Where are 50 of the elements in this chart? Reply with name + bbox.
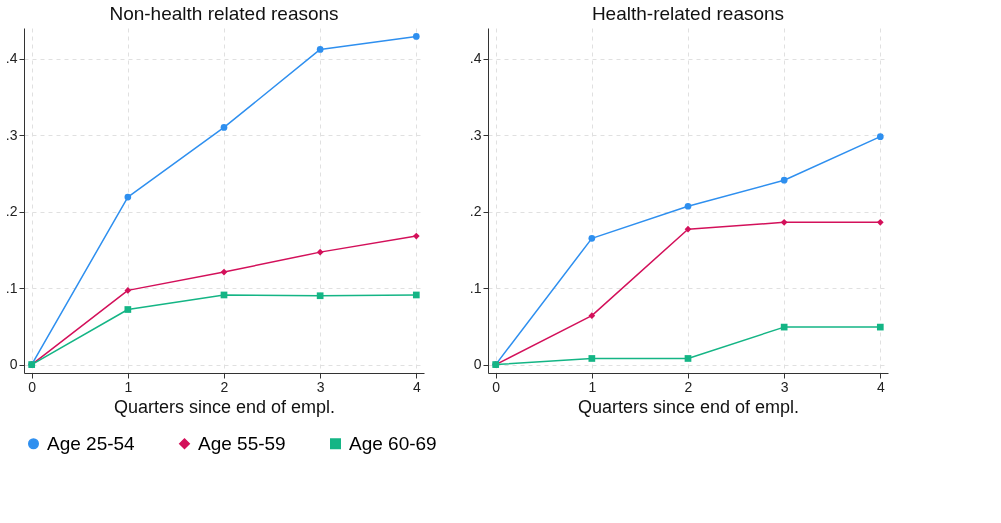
x-tick-label: 2 — [220, 378, 229, 395]
point — [780, 218, 788, 226]
y-tick-label: 0 — [9, 356, 18, 373]
point — [684, 202, 692, 210]
x-tick-label: 1 — [588, 378, 597, 395]
point — [684, 225, 692, 233]
x-axis-title: Quarters since end of empl. — [113, 396, 336, 417]
point — [124, 287, 132, 294]
y-tick-label: .3 — [5, 126, 18, 143]
point — [220, 124, 228, 131]
x-tick-label: 2 — [684, 378, 693, 395]
x-tick-label: 3 — [780, 378, 789, 395]
x-tick-label: 3 — [316, 378, 325, 395]
x-tick-label: 1 — [124, 378, 133, 395]
legend-label: Age 55-59 — [198, 432, 286, 454]
y-tick-label: .1 — [469, 279, 482, 296]
legend-label: Age 60-69 — [349, 432, 437, 454]
legend-label: Age 25-54 — [47, 432, 136, 454]
point — [876, 133, 884, 140]
point — [412, 291, 420, 299]
x-tick-label: 4 — [876, 378, 885, 395]
point — [220, 268, 228, 276]
x-axis-title: Quarters since end of empl. — [577, 396, 800, 417]
x-tick-label: 0 — [28, 378, 37, 395]
point — [588, 312, 596, 319]
point — [588, 355, 596, 362]
y-tick-label: .1 — [5, 279, 18, 296]
point — [780, 176, 788, 184]
point — [316, 46, 324, 53]
point — [412, 33, 420, 40]
point — [876, 218, 884, 226]
point — [124, 193, 132, 201]
point — [876, 323, 884, 331]
y-tick-label: .2 — [5, 203, 18, 220]
point — [316, 248, 324, 256]
x-tick-label: 0 — [492, 378, 501, 395]
point — [588, 235, 596, 242]
point — [780, 323, 788, 331]
point — [316, 292, 324, 300]
y-tick-label: .3 — [469, 126, 482, 143]
point — [684, 355, 692, 362]
chart-title: Health-related reasons — [591, 3, 785, 24]
y-tick-label: .4 — [469, 50, 482, 67]
point — [124, 306, 132, 313]
x-tick-label: 4 — [412, 378, 421, 395]
y-tick-label: 0 — [473, 356, 482, 373]
chart-title: Non-health related reasons — [109, 3, 339, 24]
y-tick-label: .4 — [5, 50, 18, 67]
point — [412, 232, 420, 240]
y-tick-label: .2 — [469, 203, 482, 220]
